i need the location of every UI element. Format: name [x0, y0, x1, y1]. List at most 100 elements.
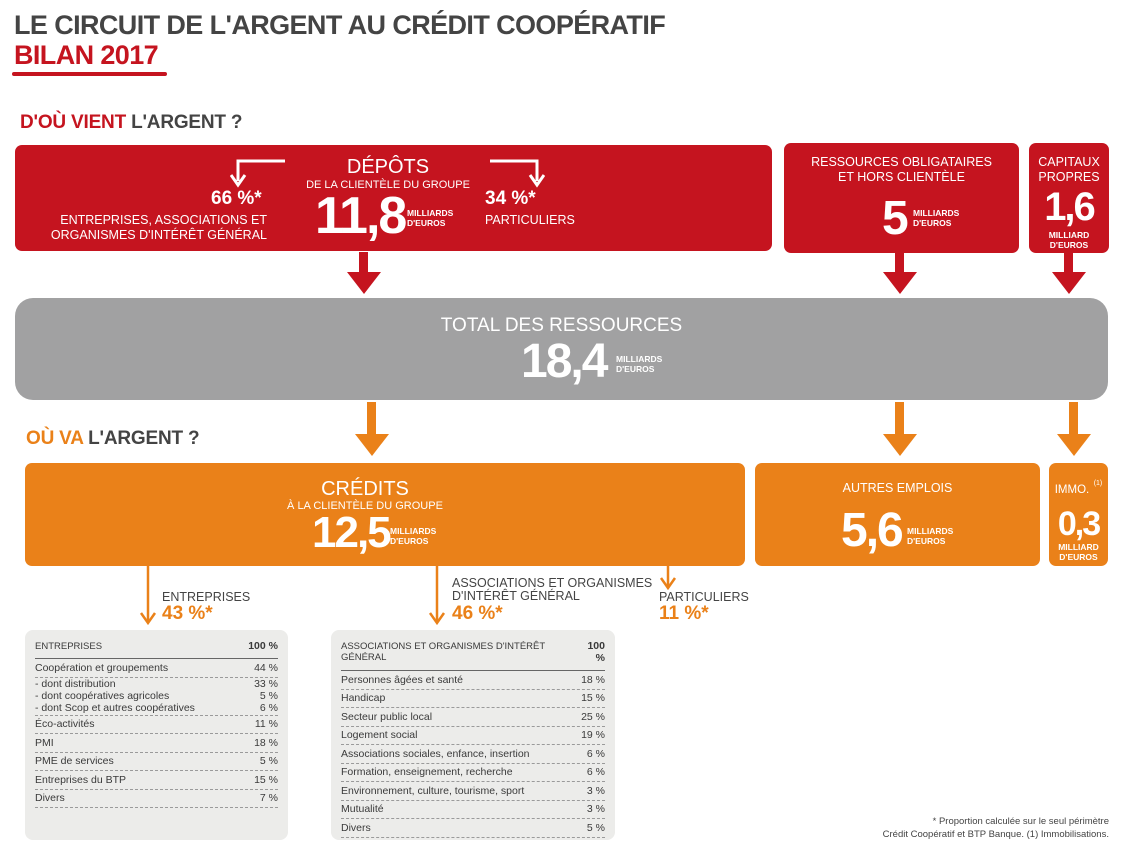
fixed-assets-note: (1)	[1093, 480, 1103, 487]
associations-split-pct: 46 %*	[452, 603, 503, 624]
row-label: Mutualité	[341, 803, 384, 816]
table-row: Mutualité 3 %	[341, 801, 605, 819]
table-row: Handicap 15 %	[341, 690, 605, 708]
orange-arrow-down-icon	[1057, 402, 1091, 456]
uses-heading-prefix: OÙ VA	[26, 428, 84, 449]
table-row: Personnes âgées et santé 18 %	[341, 671, 605, 690]
row-value: 6 %	[586, 766, 605, 779]
bond-resources-unit: MILLIARDS D'EUROS	[913, 208, 959, 228]
table-row: Éco-activités 11 %	[35, 716, 278, 734]
row-label: PME de services	[35, 755, 114, 768]
row-label: Coopération et groupements	[35, 661, 169, 674]
credits-box: CRÉDITS À LA CLIENTÈLE DU GROUPE 12,5 MI…	[25, 463, 745, 566]
row-value: 25 %	[581, 710, 605, 723]
bond-resources-line2: ET HORS CLIENTÈLE	[838, 170, 965, 184]
deposits-left-pct: 66 %*	[211, 188, 262, 209]
red-arrow-down-icon	[347, 252, 381, 294]
table-header: ASSOCIATIONS ET ORGANISMES D'INTÉRÊT GÉN…	[341, 636, 605, 671]
row-value: 5 %	[259, 689, 278, 702]
equity-box: CAPITAUX PROPRES 1,6 MILLIARD D'EUROS	[1029, 143, 1109, 253]
total-label: TOTAL DES RESSOURCES	[440, 315, 683, 336]
enterprises-split-label: ENTREPRISES	[162, 590, 251, 604]
bond-resources-value: 5	[882, 192, 909, 245]
row-label: PMI	[35, 736, 54, 749]
table-row: Secteur public local 25 %	[341, 708, 605, 727]
equity-line2: PROPRES	[1038, 170, 1100, 184]
row-label: Associations sociales, enfance, insertio…	[341, 747, 530, 760]
uses-heading-suffix: L'ARGENT ?	[88, 428, 200, 449]
fixed-assets-unit: MILLIARD D'EUROS	[1049, 542, 1108, 562]
total-unit-line2: D'EUROS	[616, 364, 655, 374]
page-subtitle: BILAN 2017	[14, 40, 159, 70]
credits-subtitle: À LA CLIENTÈLE DU GROUPE	[287, 500, 443, 512]
row-label: Secteur public local	[341, 710, 433, 723]
row-label: Formation, enseignement, recherche	[341, 766, 513, 779]
associations-table: ASSOCIATIONS ET ORGANISMES D'INTÉRÊT GÉN…	[331, 630, 615, 840]
deposits-subtitle: DE LA CLIENTÈLE DU GROUPE	[306, 179, 470, 191]
row-value: 5 %	[586, 821, 605, 834]
footnote: * Proportion calculée sur le seul périmè…	[883, 815, 1109, 841]
page-title: LE CIRCUIT DE L'ARGENT AU CRÉDIT COOPÉRA…	[14, 10, 666, 40]
row-label: Logement social	[341, 729, 418, 742]
bond-resources-unit-line2: D'EUROS	[913, 218, 952, 228]
deposits-unit-line1: MILLIARDS	[407, 208, 454, 218]
table-row: Divers 5 %	[341, 819, 605, 838]
row-value: 7 %	[259, 792, 278, 805]
row-value: 18 %	[581, 673, 605, 686]
equity-line1: CAPITAUX	[1038, 155, 1100, 169]
table-subrow: - dont Scop et autres coopératives 6 %	[35, 702, 278, 716]
row-label: - dont distribution	[35, 677, 116, 690]
row-value: 18 %	[254, 736, 278, 749]
table-row: Logement social 19 %	[341, 727, 605, 745]
row-value: 15 %	[581, 692, 605, 705]
deposits-right-label: PARTICULIERS	[485, 213, 575, 227]
table-header-value: 100 %	[587, 640, 605, 664]
row-label: Éco-activités	[35, 718, 95, 731]
sources-heading-prefix: D'OÙ VIENT	[20, 112, 126, 133]
associations-split-line2: D'INTÉRÊT GÉNÉRAL	[452, 589, 580, 603]
table-row: PMI 18 %	[35, 734, 278, 753]
table-row: Associations sociales, enfance, insertio…	[341, 745, 605, 764]
equity-label: CAPITAUX PROPRES	[1029, 155, 1109, 185]
other-uses-unit-line2: D'EUROS	[907, 536, 946, 546]
enterprises-table: ENTREPRISES 100 % Coopération et groupem…	[25, 630, 288, 840]
equity-unit: MILLIARD D'EUROS	[1029, 230, 1109, 250]
title-underline	[12, 72, 167, 76]
table-row: Environnement, culture, tourisme, sport …	[341, 782, 605, 801]
row-label: Divers	[341, 821, 371, 834]
orange-arrow-down-icon	[355, 402, 389, 456]
other-uses-box: AUTRES EMPLOIS 5,6 MILLIARDS D'EUROS	[755, 463, 1040, 566]
row-value: 33 %	[254, 677, 278, 690]
total-unit-line1: MILLIARDS	[616, 354, 663, 364]
row-value: 44 %	[254, 661, 278, 674]
associations-split-label: ASSOCIATIONS ET ORGANISMES D'INTÉRÊT GÉN…	[452, 577, 652, 603]
row-value: 6 %	[586, 747, 605, 760]
associations-split-line1: ASSOCIATIONS ET ORGANISMES	[452, 576, 653, 590]
other-uses-unit-line1: MILLIARDS	[907, 526, 954, 536]
row-label: Environnement, culture, tourisme, sport	[341, 784, 525, 797]
split-right-arrow-icon	[490, 159, 545, 188]
bond-resources-box: RESSOURCES OBLIGATAIRES ET HORS CLIENTÈL…	[784, 143, 1019, 253]
credits-unit: MILLIARDS D'EUROS	[390, 526, 436, 546]
total-value: 18,4	[521, 335, 608, 388]
table-header-label: ENTREPRISES	[35, 640, 103, 652]
fixed-assets-value: 0,3	[1057, 505, 1101, 543]
associations-arrow-icon	[428, 566, 446, 626]
footnote-line1: * Proportion calculée sur le seul périmè…	[932, 816, 1109, 827]
deposits-left-label: ENTREPRISES, ASSOCIATIONS ET ORGANISMES …	[51, 213, 267, 243]
other-uses-value: 5,6	[841, 504, 904, 557]
table-header-label: ASSOCIATIONS ET ORGANISMES D'INTÉRÊT GÉN…	[341, 641, 545, 663]
bond-resources-unit-line1: MILLIARDS	[913, 208, 960, 218]
table-subrow: - dont coopératives agricoles 5 %	[35, 690, 278, 702]
equity-unit-line2: D'EUROS	[1049, 240, 1089, 250]
deposits-unit-line2: D'EUROS	[407, 218, 446, 228]
sources-heading: D'OÙ VIENT L'ARGENT ?	[20, 112, 243, 134]
orange-arrow-down-icon	[883, 402, 917, 456]
red-arrow-down-icon	[1052, 252, 1086, 294]
deposits-box: DÉPÔTS DE LA CLIENTÈLE DU GROUPE 11,8 MI…	[15, 145, 772, 251]
table-header-value: 100 %	[248, 640, 278, 652]
row-value: 11 %	[254, 718, 278, 731]
deposits-unit: MILLIARDS D'EUROS	[407, 208, 453, 228]
equity-unit-line1: MILLIARD	[1048, 230, 1090, 240]
row-label: Entreprises du BTP	[35, 773, 127, 786]
